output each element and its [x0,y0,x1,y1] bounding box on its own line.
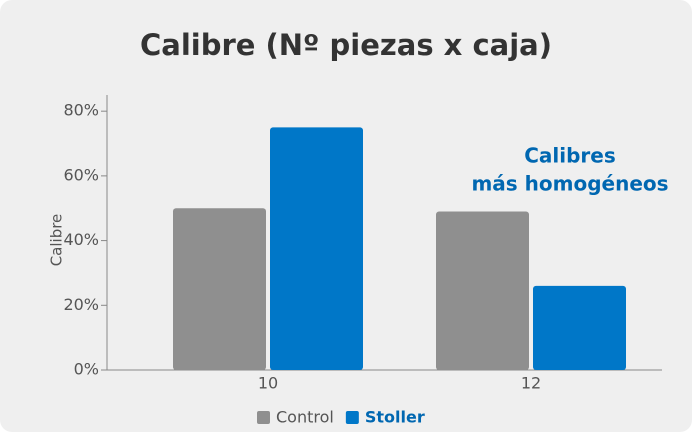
y-tick-label: 20% [63,295,99,314]
y-tick-label: 80% [63,101,99,120]
legend-swatch [345,411,359,424]
x-tick-label: 12 [521,374,541,393]
legend-label: Control [276,408,334,427]
bar [173,208,266,370]
bar [270,127,363,371]
x-tick-label: 10 [258,374,278,393]
y-tick-label: 40% [63,230,99,249]
y-axis-label: Calibre [48,214,66,267]
y-tick-label: 0% [74,360,99,379]
chart-title: Calibre (Nº piezas x caja) [140,28,552,62]
bar [436,211,529,370]
legend-label: Stoller [365,408,425,427]
y-tick-label: 60% [63,165,99,184]
legend-swatch [257,411,270,424]
bar [533,285,626,370]
annotation: Calibres [524,144,616,168]
annotation: más homogéneos [471,172,668,196]
